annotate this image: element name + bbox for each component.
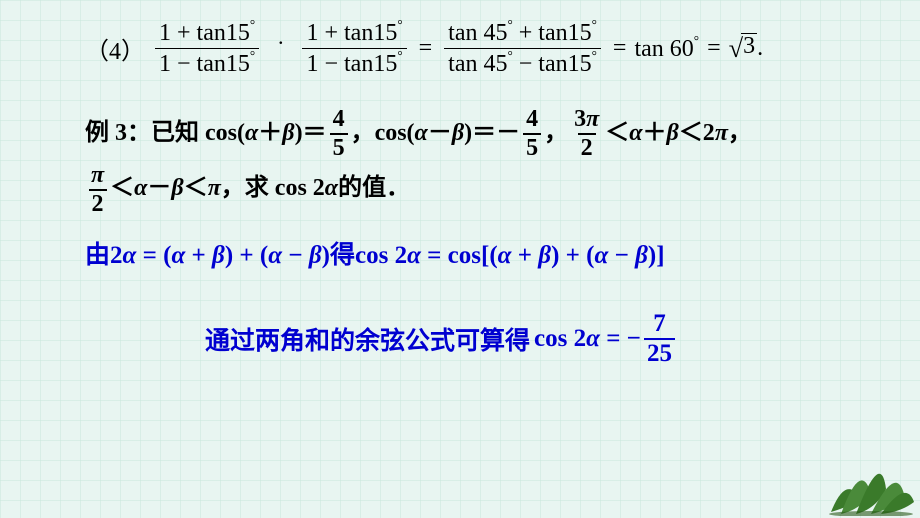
comma-1: ， <box>351 120 375 146</box>
fraction-1: 1 + tan15° 1 − tan15° <box>155 20 259 78</box>
example-heading: 例 3： <box>85 120 151 146</box>
period: . <box>757 35 763 62</box>
step-cn1: 由 <box>85 242 110 269</box>
fraction-2: 1 + tan15° 1 − tan15° <box>302 20 406 78</box>
frac-4-5-a: 45 <box>330 107 348 161</box>
dot-sep: · <box>277 30 284 56</box>
step-cn2: 得 <box>330 242 355 269</box>
tan60: tan 60° <box>634 35 699 63</box>
sqrt3: √3 <box>729 33 757 64</box>
example-3-statement: 例 3：已知 cos(α＋β)＝45，cos(α－β)＝－45，3π2＜α＋β＜… <box>85 106 850 217</box>
equation-line-4: （4） 1 + tan15° 1 − tan15° · 1 + tan15° 1… <box>85 20 850 78</box>
result-line: 通过两角和的余弦公式可算得cos 2α = −725 <box>205 311 850 368</box>
equals-1: = <box>419 35 433 62</box>
ask-text: 求 cos 2α的值． <box>245 175 410 201</box>
frac-3pi-2: 3π2 <box>571 107 602 161</box>
item-label-4: （4） <box>85 31 145 66</box>
fraction-3: tan 45° + tan15° tan 45° − tan15° <box>444 20 601 78</box>
result-cn: 通过两角和的余弦公式可算得 <box>205 321 530 357</box>
equals-2: = <box>613 35 627 62</box>
comma-2: ， <box>544 120 568 146</box>
plant-illustration <box>826 444 916 516</box>
equals-3: = <box>707 35 721 62</box>
frac-7-25: 725 <box>644 311 675 368</box>
frac-4-5-b: 45 <box>523 107 541 161</box>
frac-pi-2: π2 <box>88 163 107 217</box>
derivation-step: 由2α = (α + β) + (α − β)得cos 2α = cos[(α … <box>85 235 850 271</box>
given-text: 已知 <box>151 120 205 146</box>
slide-content: （4） 1 + tan15° 1 − tan15° · 1 + tan15° 1… <box>0 0 920 368</box>
